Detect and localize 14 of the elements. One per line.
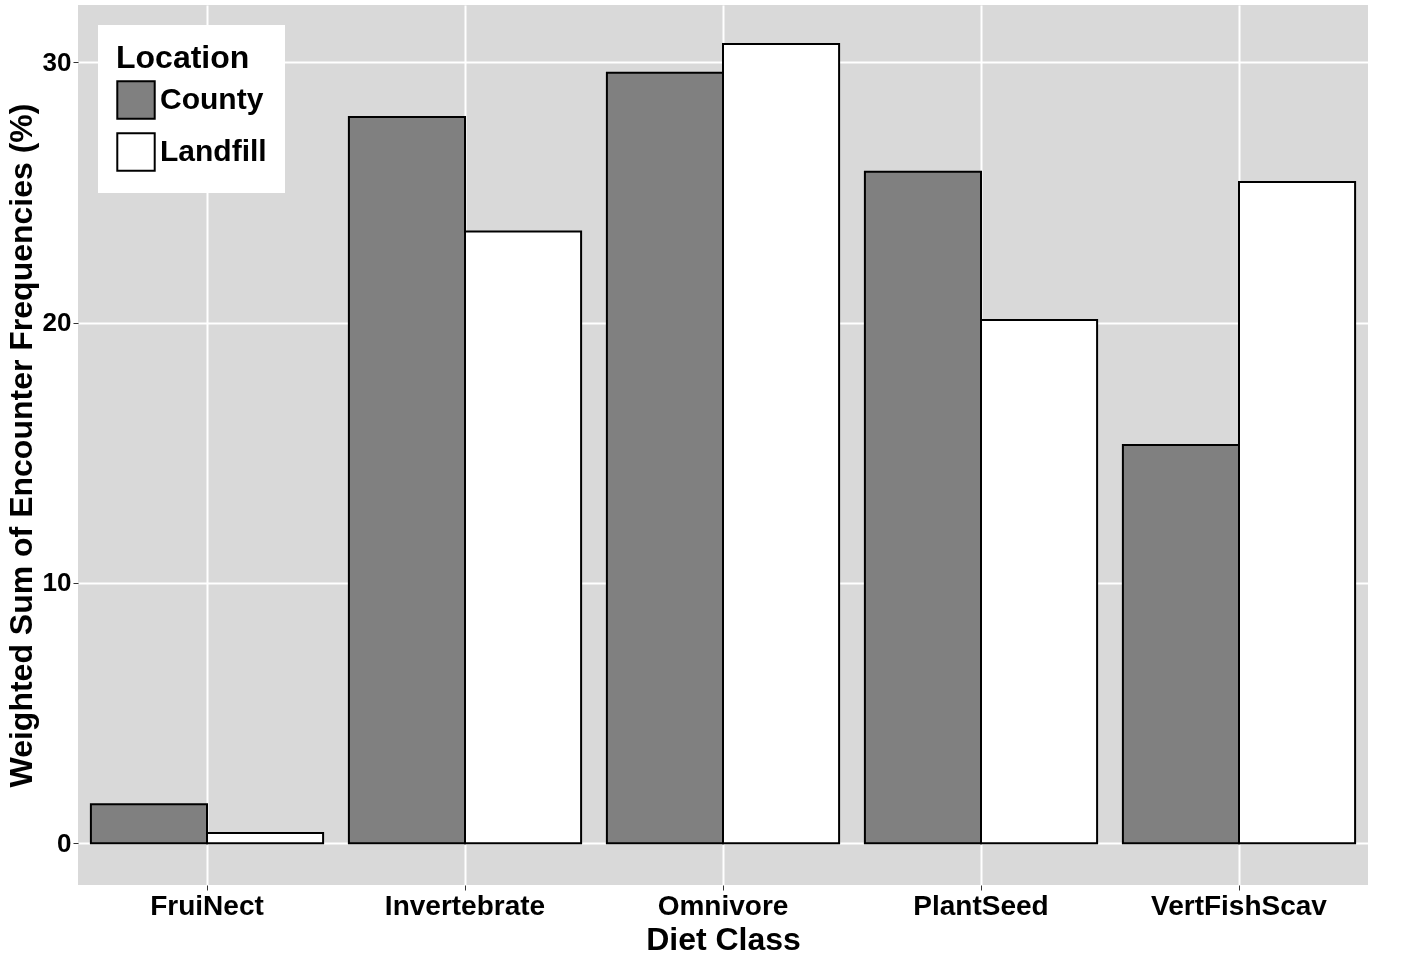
y-axis-title: Weighted Sum of Encounter Frequencies (%)	[2, 103, 39, 788]
y-tick-label: 0	[57, 827, 72, 858]
y-tick-label: 10	[42, 567, 72, 598]
x-tick-label: Omnivore	[657, 889, 789, 921]
legend-label: County	[160, 82, 264, 115]
x-tick-label: PlantSeed	[913, 889, 1049, 921]
x-axis-title: Diet Class	[646, 920, 801, 957]
y-tick-label: 30	[42, 46, 72, 77]
x-tick-label: VertFishScav	[1151, 889, 1328, 921]
y-tick-label: 20	[42, 307, 72, 338]
legend-label: Landfill	[160, 134, 267, 167]
x-tick-label: Invertebrate	[384, 889, 546, 921]
x-tick-label: FruiNect	[150, 889, 264, 921]
legend-title: Location	[116, 39, 250, 75]
